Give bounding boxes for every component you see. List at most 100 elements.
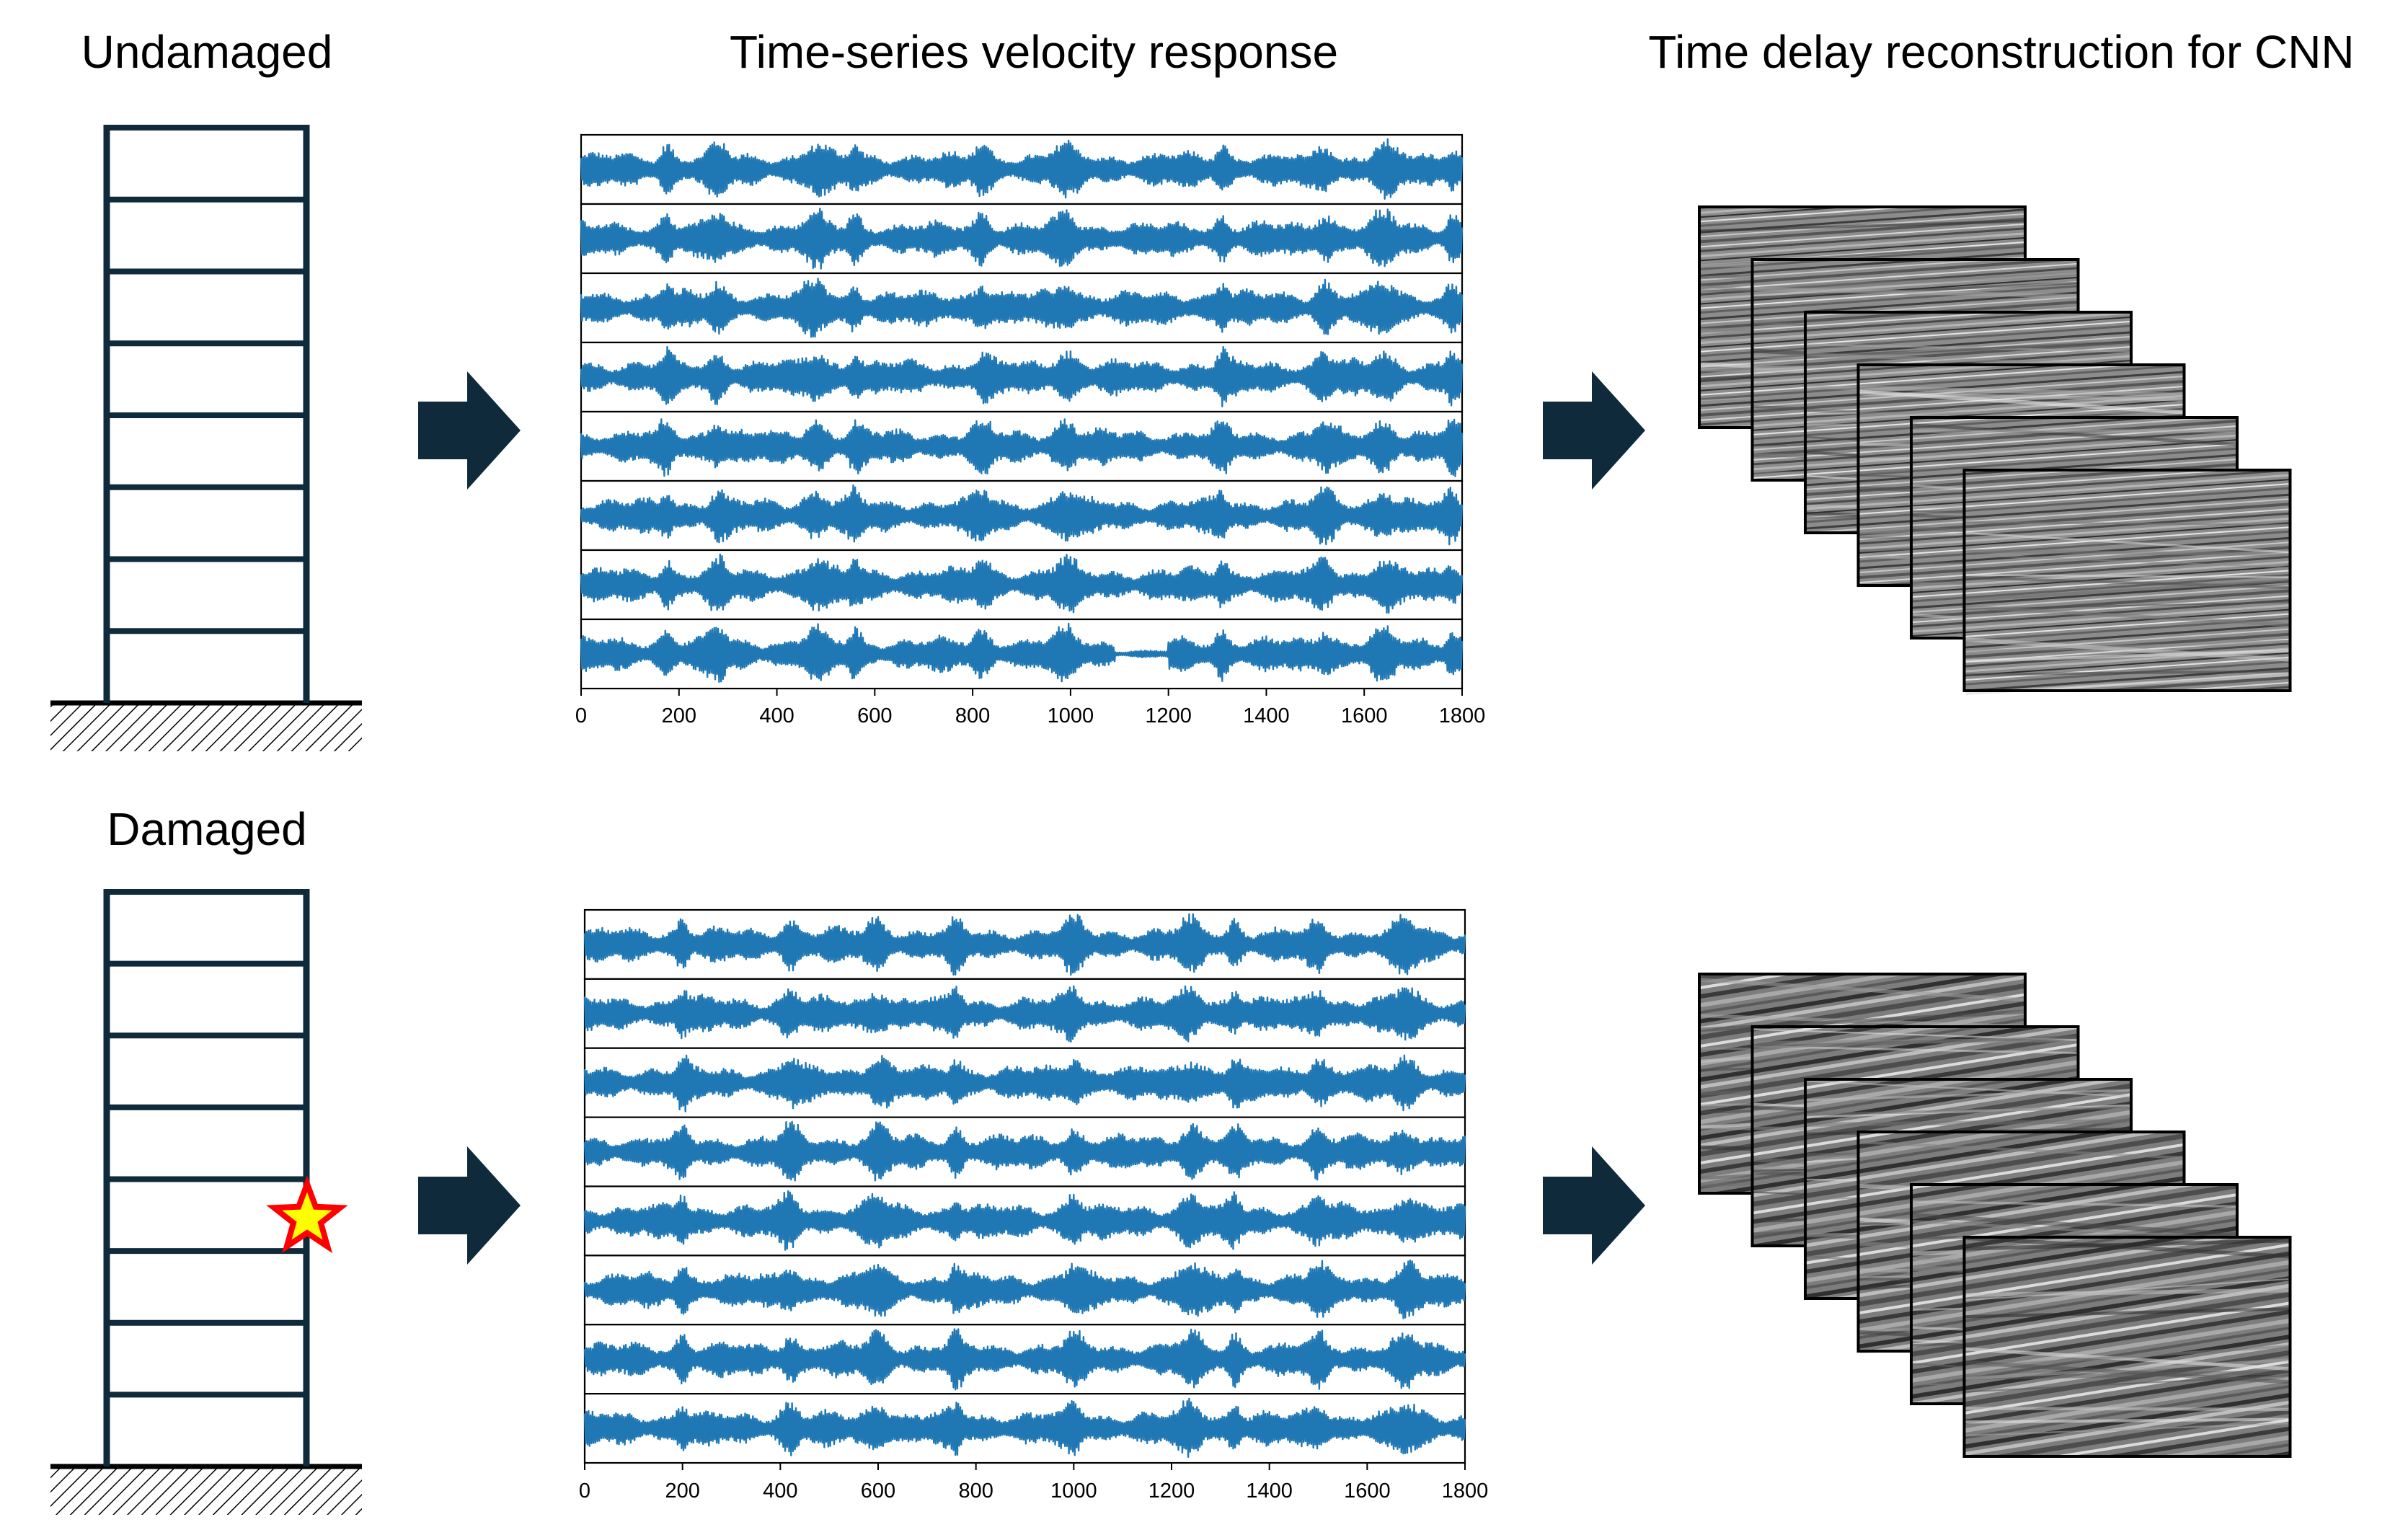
texture-streak <box>1965 521 2289 526</box>
texture-streak <box>1965 549 2289 557</box>
texture-streak <box>1859 385 2183 397</box>
texture-streak <box>1965 576 2289 589</box>
texture-streak <box>1965 670 2289 676</box>
velocity-signal <box>583 1120 1466 1182</box>
x-tick-label: 600 <box>861 1479 895 1503</box>
damaged-velocity-chart: 0 200 400 600 800 1000 1200 1400 1600 1800 <box>579 908 1489 1503</box>
arrow-icon <box>418 1146 521 1265</box>
texture-streak <box>1753 1035 2077 1049</box>
image-border <box>1962 469 2292 692</box>
flow-arrows <box>418 371 1645 1265</box>
velocity-signal <box>580 208 1464 270</box>
texture-streak <box>1965 649 2289 663</box>
texture-streak <box>1700 978 2024 1002</box>
texture-streak <box>1806 1105 2130 1116</box>
channel-2-trace <box>580 203 1464 275</box>
x-tick-label: 0 <box>579 1479 590 1503</box>
x-tick-label: 400 <box>759 704 794 727</box>
arrow-icon <box>418 371 521 490</box>
velocity-signal <box>583 1054 1466 1112</box>
velocity-signal <box>580 138 1464 200</box>
x-tick-label: 400 <box>763 1479 797 1503</box>
texture-streak <box>1965 1417 2289 1424</box>
channel-2-trace <box>583 978 1466 1049</box>
star-icon <box>266 1175 348 1254</box>
texture-streak <box>1965 1307 2289 1319</box>
texture-streak <box>1965 1236 2289 1259</box>
texture-streak <box>1912 429 2236 433</box>
channel-3-trace <box>583 1047 1466 1118</box>
texture-streak <box>1700 219 2024 233</box>
reconstruction-title: Time delay reconstruction for CNN <box>1648 26 2354 78</box>
x-tick-label: 1600 <box>1344 1479 1391 1503</box>
texture-streak <box>1965 1345 2289 1369</box>
velocity-signal <box>583 1260 1466 1319</box>
texture-streak <box>1912 1200 2236 1208</box>
reconstruction-image-6 <box>1962 1236 2292 1458</box>
x-tick-label: 200 <box>662 704 696 727</box>
channel-4-trace <box>583 1116 1466 1187</box>
x-tick-label: 1200 <box>1145 704 1192 727</box>
x-tick-label: 1400 <box>1243 704 1290 727</box>
texture-streak <box>1912 423 2236 446</box>
texture-streak <box>1965 637 2289 662</box>
x-tick-label: 1400 <box>1246 1479 1293 1503</box>
channel-8-trace <box>580 618 1464 690</box>
channel-6-trace <box>583 1255 1466 1326</box>
velocity-signal <box>583 985 1466 1043</box>
velocity-signal <box>583 1328 1466 1391</box>
x-tick-label: 600 <box>857 704 892 727</box>
channel-7-trace <box>583 1324 1466 1395</box>
texture-streak <box>1965 1358 2289 1381</box>
channel-3-trace <box>580 272 1464 344</box>
x-tick-label: 1600 <box>1341 704 1388 727</box>
texture-streak <box>1859 410 2183 415</box>
texture-streak <box>1965 554 2289 569</box>
velocity-signal <box>583 1190 1466 1251</box>
ground-hatch <box>50 1468 362 1515</box>
undamaged-image-stack <box>1698 205 2292 695</box>
channel-1-trace <box>580 133 1464 205</box>
texture-streak <box>1965 1423 2289 1437</box>
texture-streak <box>1806 1119 2130 1127</box>
texture-streak <box>1859 389 2183 415</box>
damaged-image-stack <box>1698 973 2292 1458</box>
texture-streak <box>1965 531 2289 554</box>
texture-streak <box>1753 281 2077 299</box>
arrow-icon <box>1543 371 1645 490</box>
x-tick-label: 1800 <box>1439 704 1486 727</box>
channel-8-trace <box>583 1393 1466 1464</box>
texture-streak <box>1753 286 2077 298</box>
texture-streak <box>1965 1278 2289 1301</box>
velocity-signal <box>580 484 1464 546</box>
x-tick-label: 0 <box>575 704 587 727</box>
velocity-signal <box>580 418 1464 477</box>
texture-streak <box>1965 601 2289 610</box>
channel-7-trace <box>580 549 1464 621</box>
velocity-signal <box>580 345 1464 407</box>
texture-streak <box>1806 1089 2130 1102</box>
channel-6-trace <box>580 479 1464 552</box>
x-axis: 0 200 400 600 800 1000 1200 1400 1600 1800 <box>575 689 1485 727</box>
texture-streak <box>1965 1288 2289 1297</box>
x-tick-label: 1800 <box>1442 1479 1489 1503</box>
velocity-signal <box>580 278 1464 338</box>
texture-streak <box>1965 578 2289 602</box>
x-tick-label: 1000 <box>1048 704 1094 727</box>
damaged-building-frame <box>50 889 362 1515</box>
texture-streak <box>1965 640 2289 653</box>
velocity-signal <box>583 1397 1466 1459</box>
damaged-label: Damaged <box>107 803 307 855</box>
texture-streak <box>1965 1239 2289 1251</box>
undamaged-building-frame <box>50 125 362 751</box>
texture-streak <box>1912 1213 2236 1237</box>
x-tick-label: 800 <box>955 704 990 727</box>
image-border <box>1962 1236 2292 1458</box>
channel-5-trace <box>580 410 1464 482</box>
channel-1-trace <box>583 908 1466 980</box>
undamaged-velocity-chart: 0 200 400 600 800 1000 1200 1400 1600 1800 <box>575 133 1485 727</box>
texture-streak <box>1753 271 2077 292</box>
arrow-icon <box>1543 1146 1645 1265</box>
texture-streak <box>1753 1045 2077 1055</box>
